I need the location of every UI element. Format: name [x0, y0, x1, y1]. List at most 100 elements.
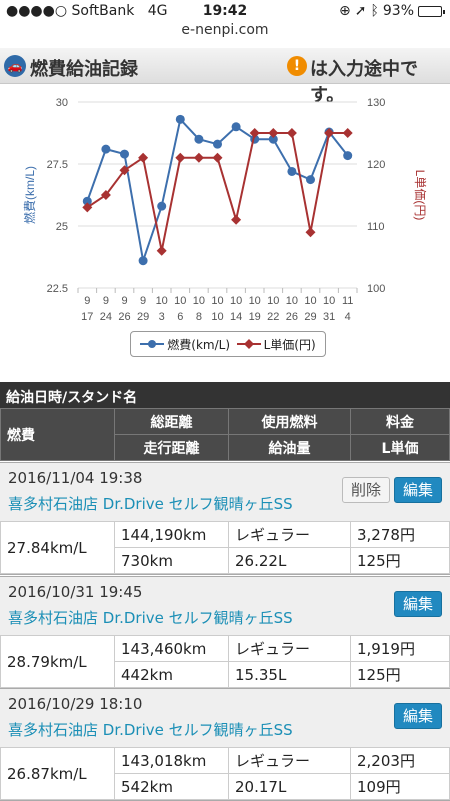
x-tick-label-month: 10: [193, 295, 205, 307]
record-total-distance: 144,190km: [114, 521, 229, 548]
data-point: [324, 128, 335, 138]
record-distance: 730km: [114, 547, 229, 574]
data-point: [100, 190, 111, 200]
x-tick-label-day: 31: [323, 311, 335, 323]
chart-legend: 燃費(km/L) L単価(円): [130, 331, 326, 357]
data-point: [305, 227, 316, 238]
record-price: 2,203円: [350, 747, 450, 774]
record-price: 3,278円: [350, 521, 450, 548]
record-fuel-efficiency: 26.87km/L: [0, 747, 115, 800]
data-point: [249, 128, 260, 138]
data-point: [343, 151, 353, 161]
header-fuel-type: 使用燃料: [228, 408, 351, 435]
x-tick-label-month: 10: [156, 295, 168, 307]
y-left-tick-label: 30: [56, 97, 68, 109]
x-tick-label-month: 10: [174, 295, 186, 307]
data-point: [175, 152, 186, 163]
data-point: [138, 152, 149, 163]
x-tick-label-month: 9: [121, 295, 127, 307]
data-point: [268, 134, 278, 144]
delete-button[interactable]: 削除: [341, 477, 390, 503]
page-header: 🚗 燃費給油記録 ! は入力途中です。: [0, 48, 450, 106]
legend-item-fuel-efficiency[interactable]: 燃費(km/L): [140, 336, 230, 353]
record-distance: 542km: [114, 773, 229, 800]
header-amount: 給油量: [228, 434, 351, 461]
y-left-axis-label: 燃費(km/L): [22, 166, 37, 224]
x-tick-label-month: 10: [267, 295, 279, 307]
record-station-link[interactable]: 喜多村石油店 Dr.Drive セルフ観晴ヶ丘SS: [8, 721, 293, 739]
x-tick-label-day: 26: [286, 311, 298, 323]
header-unit-price: L単価: [350, 434, 450, 461]
x-tick-label-month: 10: [211, 295, 223, 307]
input-in-progress-notice[interactable]: は入力途中です。: [310, 59, 418, 106]
x-tick-label-day: 4: [345, 311, 351, 323]
x-tick-label-day: 29: [304, 311, 316, 323]
data-point: [120, 149, 129, 159]
header-price: 料金: [350, 408, 450, 435]
edit-button[interactable]: 編集: [393, 477, 442, 503]
legend-marker-circle-icon: [140, 340, 165, 348]
record-amount: 26.22L: [228, 547, 351, 574]
url-bar[interactable]: e-nenpi.com: [181, 22, 269, 38]
x-tick-label-day: 29: [137, 311, 149, 323]
battery-icon: [418, 5, 445, 17]
x-tick-label-day: 24: [100, 311, 112, 323]
legend-item-unit-price[interactable]: L単価(円): [236, 336, 316, 353]
page-title: 燃費給油記録: [30, 59, 138, 80]
record-card: 2016/10/29 18:10 喜多村石油店 Dr.Drive セルフ観晴ヶ丘…: [0, 688, 450, 801]
data-point: [286, 128, 297, 138]
data-point: [268, 128, 279, 138]
record-fuel-efficiency: 28.79km/L: [0, 635, 115, 688]
record-total-distance: 143,018km: [114, 747, 229, 774]
data-point: [156, 245, 167, 256]
edit-button[interactable]: 編集: [393, 591, 442, 617]
y-right-tick-label: 100: [367, 283, 385, 295]
data-point: [193, 152, 204, 163]
status-bar: ●●●●○ SoftBank 4G 19:42 ⊕ ➚ ᛒ 93%: [0, 0, 450, 22]
data-point: [212, 152, 223, 163]
data-point: [175, 114, 185, 124]
status-right: ⊕ ➚ ᛒ 93%: [339, 3, 445, 19]
record-station-link[interactable]: 喜多村石油店 Dr.Drive セルフ観晴ヶ丘SS: [8, 609, 293, 627]
record-datetime: 2016/10/29 18:10: [8, 695, 143, 713]
bluetooth-icon: ᛒ: [370, 3, 379, 19]
data-point: [82, 196, 92, 206]
record-unit-price: 109円: [350, 773, 450, 800]
battery-percent: 93%: [382, 3, 414, 19]
x-tick-label-day: 6: [177, 311, 183, 323]
record-fuel-type: レギュラー: [228, 747, 351, 774]
record-datetime: 2016/11/04 19:38: [8, 469, 143, 487]
x-tick-label-day: 19: [249, 311, 261, 323]
rotation-lock-icon: ⊕: [339, 3, 351, 19]
data-point: [306, 175, 315, 185]
y-right-tick-label: 120: [367, 159, 385, 171]
x-tick-label-month: 10: [230, 295, 242, 307]
x-tick-label-month: 11: [342, 295, 353, 307]
x-tick-label-day: 3: [159, 311, 165, 323]
x-tick-label-day: 8: [196, 311, 202, 323]
y-left-tick-label: 25: [56, 221, 68, 233]
data-point: [342, 128, 353, 138]
record-fuel-type: レギュラー: [228, 635, 351, 662]
location-icon: ➚: [354, 3, 367, 19]
record-amount: 15.35L: [228, 661, 351, 688]
header-datetime-station: 給油日時/スタンド名: [0, 382, 450, 408]
record-total-distance: 143,460km: [114, 635, 229, 662]
data-point: [287, 166, 297, 176]
x-tick-label-day: 10: [211, 311, 223, 323]
y-left-tick-label: 22.5: [47, 283, 68, 295]
record-station-link[interactable]: 喜多村石油店 Dr.Drive セルフ観晴ヶ丘SS: [8, 495, 293, 513]
x-tick-label-month: 10: [286, 295, 298, 307]
x-tick-label-day: 26: [118, 311, 130, 323]
x-tick-label-month: 9: [140, 295, 146, 307]
data-point: [119, 165, 130, 176]
record-datetime: 2016/10/31 19:45: [8, 583, 143, 601]
x-tick-label-day: 17: [81, 311, 93, 323]
record-fuel-type: レギュラー: [228, 521, 351, 548]
x-tick-label-month: 9: [84, 295, 90, 307]
record-fuel-efficiency: 27.84km/L: [0, 521, 115, 574]
legend-label: L単価(円): [263, 337, 316, 352]
warning-icon: !: [287, 56, 307, 76]
edit-button[interactable]: 編集: [393, 703, 442, 729]
